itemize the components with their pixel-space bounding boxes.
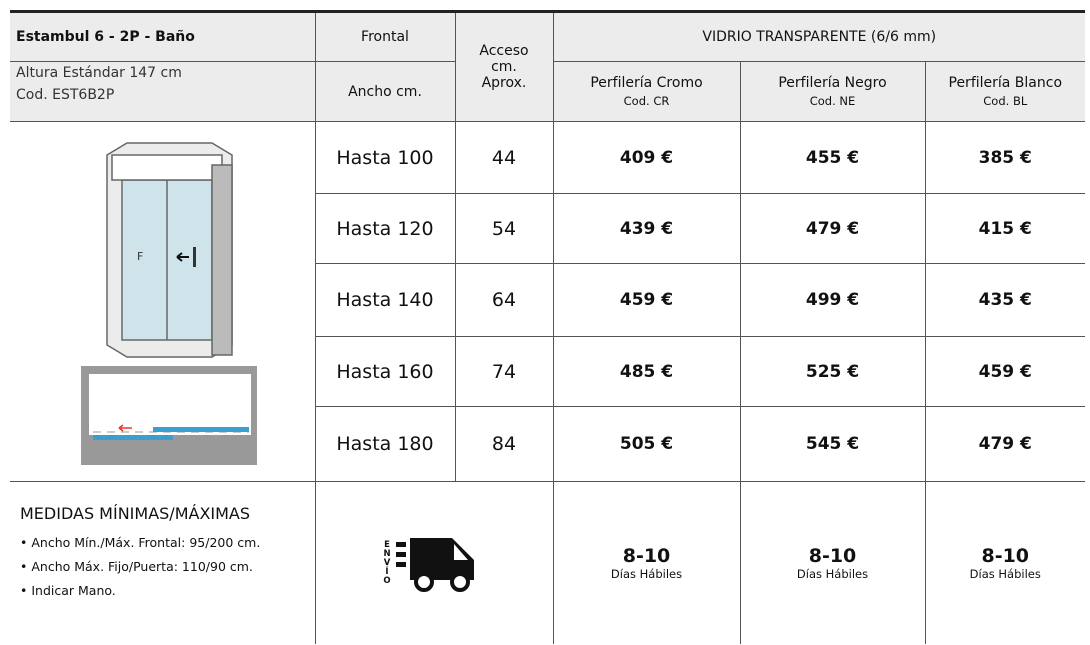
product-code: Cod. EST6B2P <box>16 87 115 103</box>
access-width: 74 <box>454 336 554 407</box>
product-title: Estambul 6 - 2P - Baño <box>10 11 316 62</box>
measures: MEDIDAS MÍNIMAS/MÁXIMAS • Ancho Mín./Máx.… <box>10 481 316 644</box>
shipping-label: ENVÍO <box>382 540 392 586</box>
price: 485 € <box>552 336 741 407</box>
price-row: Hasta 160 74 485 €525 €459 € <box>10 336 1086 407</box>
truck-icon <box>396 537 474 592</box>
finish-header: Perfilería Negro Cod. NE <box>739 61 926 122</box>
price: 499 € <box>739 263 926 337</box>
measures-heading: MEDIDAS MÍNIMAS/MÁXIMAS <box>20 504 251 523</box>
access-width: 64 <box>454 263 554 337</box>
price: 409 € <box>552 121 741 194</box>
price: 479 € <box>739 193 926 264</box>
price-table: Estambul 6 - 2P - Baño Frontal Acceso cm.… <box>10 10 1086 644</box>
price: 459 € <box>552 263 741 337</box>
price: 385 € <box>924 121 1086 194</box>
price-row: Hasta 140 64 459 €499 €435 € <box>10 263 1086 337</box>
product-subtitle: Altura Estándar 147 cm Cod. EST6B2P <box>10 61 316 122</box>
ancho-header: Ancho cm. <box>314 61 456 122</box>
finish-name: Perfilería Negro <box>778 75 887 91</box>
delivery-label: Días Hábiles <box>796 566 869 581</box>
svg-text:F: F <box>137 250 143 263</box>
delivery-label: Días Hábiles <box>969 566 1041 581</box>
acceso-approx: Aprox. <box>481 75 527 91</box>
delivery-cell: 8-10 Días Hábiles <box>924 481 1086 644</box>
frontal-width: Hasta 160 <box>315 336 456 407</box>
price: 545 € <box>739 406 926 482</box>
price: 479 € <box>924 406 1086 482</box>
finish-name: Perfilería Blanco <box>948 75 1063 91</box>
acceso-header: Acceso cm. Aprox. <box>454 11 554 122</box>
access-width: 84 <box>454 406 554 482</box>
measure-bullet: • Indicar Mano. <box>20 583 116 598</box>
price: 525 € <box>739 336 926 407</box>
price-row: F Hasta 100 44 409 €455 €385 € <box>10 121 1086 482</box>
product-illustration: F <box>81 141 260 465</box>
price: 415 € <box>924 193 1086 264</box>
delivery-days: 8-10 <box>622 544 671 567</box>
table-footer: MEDIDAS MÍNIMAS/MÁXIMAS • Ancho Mín./Máx.… <box>10 481 1086 644</box>
header-row: Estambul 6 - 2P - Baño Frontal Acceso cm.… <box>10 11 1086 122</box>
header-row: Altura Estándar 147 cm Cod. EST6B2P Ancho… <box>10 61 1086 122</box>
frontal-width: Hasta 180 <box>315 406 456 482</box>
measure-bullet: • Ancho Mín./Máx. Frontal: 95/200 cm. <box>20 535 261 550</box>
delivery-days: 8-10 <box>981 544 1030 567</box>
table-body: Estambul 6 - 2P - Baño Frontal Acceso cm.… <box>10 11 1086 482</box>
finish-header: Perfilería Blanco Cod. BL <box>924 61 1086 122</box>
finish-code: Cod. NE <box>809 94 856 108</box>
frontal-width: Hasta 100 <box>314 121 456 194</box>
price-row: Hasta 120 54 439 €479 €415 € <box>10 193 1086 264</box>
access-width: 54 <box>454 193 554 264</box>
finish-code: Cod. CR <box>623 94 670 108</box>
height-note: Altura Estándar 147 cm <box>16 65 182 81</box>
acceso-label: Acceso <box>479 43 529 59</box>
delivery-cell: 8-10 Días Hábiles <box>739 481 926 644</box>
finish-code: Cod. BL <box>983 94 1028 108</box>
measure-bullet: • Ancho Máx. Fijo/Puerta: 110/90 cm. <box>20 559 253 574</box>
acceso-unit: cm. <box>491 59 517 75</box>
delivery-days: 8-10 <box>808 544 857 567</box>
price: 435 € <box>924 263 1086 337</box>
frontal-width: Hasta 140 <box>315 263 456 337</box>
finish-name: Perfilería Cromo <box>590 75 703 91</box>
price-row: Hasta 180 84 505 €545 €479 € <box>10 406 1086 482</box>
glass-header: VIDRIO TRANSPARENTE (6/6 mm) <box>552 11 1086 62</box>
price: 455 € <box>739 121 926 194</box>
delivery-label: Días Hábiles <box>610 566 683 581</box>
frontal-width: Hasta 120 <box>315 193 456 264</box>
price: 439 € <box>552 193 741 264</box>
shipping-icon: ENVÍO <box>316 534 553 592</box>
access-width: 44 <box>454 121 554 194</box>
price: 459 € <box>924 336 1086 407</box>
finish-header: Perfilería Cromo Cod. CR <box>552 61 741 122</box>
shipping-cell: ENVÍO <box>314 481 554 644</box>
frontal-header: Frontal <box>314 11 456 62</box>
price: 505 € <box>552 406 741 482</box>
footer-row: MEDIDAS MÍNIMAS/MÁXIMAS • Ancho Mín./Máx.… <box>10 481 1086 644</box>
illustration-cell: F <box>10 121 316 482</box>
delivery-cell: 8-10 Días Hábiles <box>552 481 741 644</box>
